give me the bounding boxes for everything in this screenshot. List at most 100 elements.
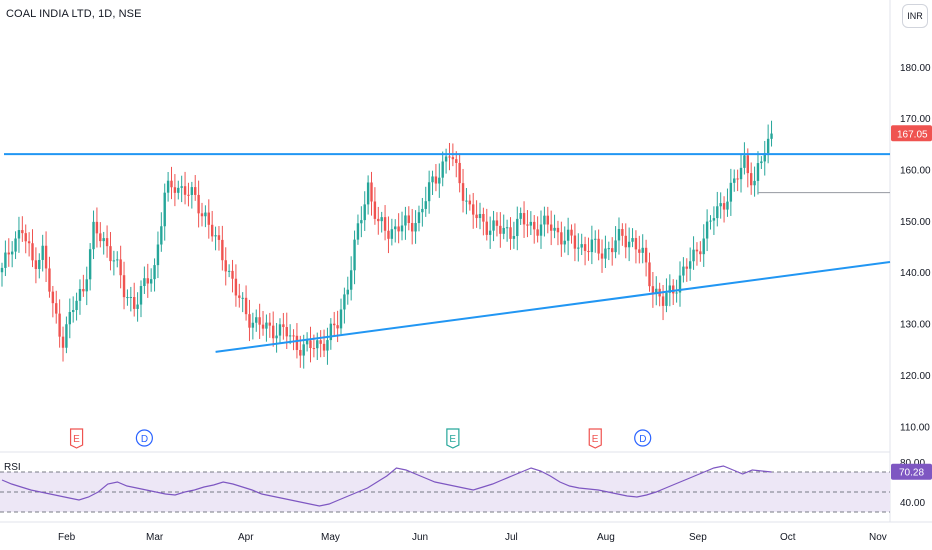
candle-body[interactable] xyxy=(149,279,153,284)
candle-body[interactable] xyxy=(655,288,658,295)
candle-body[interactable] xyxy=(685,266,688,269)
candle-body[interactable] xyxy=(580,244,583,248)
candle-body[interactable] xyxy=(570,229,573,236)
candle-body[interactable] xyxy=(122,275,126,298)
candle-body[interactable] xyxy=(299,349,302,356)
candle-body[interactable] xyxy=(482,213,485,222)
candle-body[interactable] xyxy=(295,335,299,350)
candle-body[interactable] xyxy=(272,325,275,339)
candle-body[interactable] xyxy=(753,180,756,186)
candle-body[interactable] xyxy=(692,249,695,262)
candle-body[interactable] xyxy=(600,253,604,259)
candle-body[interactable] xyxy=(363,204,366,221)
candle-body[interactable] xyxy=(160,226,163,245)
candle-body[interactable] xyxy=(95,221,99,234)
candle-body[interactable] xyxy=(244,297,248,315)
candle-body[interactable] xyxy=(109,246,112,262)
candle-body[interactable] xyxy=(468,200,472,205)
candle-body[interactable] xyxy=(333,323,336,326)
candle-body[interactable] xyxy=(607,248,611,250)
candle-body[interactable] xyxy=(119,259,122,276)
candle-body[interactable] xyxy=(519,213,522,219)
candle-body[interactable] xyxy=(129,297,133,299)
candle-body[interactable] xyxy=(146,278,149,284)
candle-body[interactable] xyxy=(549,224,553,231)
candle-body[interactable] xyxy=(739,167,743,180)
candle-body[interactable] xyxy=(85,279,88,292)
candle-body[interactable] xyxy=(10,251,14,255)
candle-body[interactable] xyxy=(190,187,194,195)
candle-body[interactable] xyxy=(248,314,251,328)
candle-body[interactable] xyxy=(509,227,512,239)
candle-body[interactable] xyxy=(404,215,407,226)
candle-body[interactable] xyxy=(641,247,644,253)
candle-body[interactable] xyxy=(102,238,105,242)
candle-body[interactable] xyxy=(322,343,326,351)
candle-body[interactable] xyxy=(377,218,380,222)
candle-body[interactable] xyxy=(302,344,305,356)
candle-body[interactable] xyxy=(533,221,536,230)
candle-body[interactable] xyxy=(678,275,682,293)
candle-body[interactable] xyxy=(231,270,234,279)
candle-body[interactable] xyxy=(68,312,71,325)
candle-body[interactable] xyxy=(268,322,272,326)
candle-body[interactable] xyxy=(292,335,295,337)
candle-body[interactable] xyxy=(336,325,339,329)
candle-body[interactable] xyxy=(166,180,170,193)
candle-body[interactable] xyxy=(78,288,82,301)
candle-body[interactable] xyxy=(417,212,421,224)
candle-body[interactable] xyxy=(682,266,685,276)
candle-body[interactable] xyxy=(577,247,580,249)
candle-body[interactable] xyxy=(760,161,763,164)
candle-body[interactable] xyxy=(424,201,427,209)
candle-body[interactable] xyxy=(88,249,92,280)
candle-body[interactable] xyxy=(288,335,292,337)
candle-body[interactable] xyxy=(373,201,377,219)
candle-body[interactable] xyxy=(353,239,356,271)
candle-body[interactable] xyxy=(65,324,68,348)
candle-body[interactable] xyxy=(380,217,383,222)
candle-body[interactable] xyxy=(563,240,566,245)
candle-body[interactable] xyxy=(516,218,519,237)
candle-body[interactable] xyxy=(472,204,475,215)
candle-body[interactable] xyxy=(743,155,746,168)
candle-body[interactable] xyxy=(709,220,712,222)
candle-body[interactable] xyxy=(400,225,404,232)
candle-body[interactable] xyxy=(675,292,678,294)
candle-body[interactable] xyxy=(434,176,438,184)
candle-body[interactable] xyxy=(499,225,502,234)
candle-body[interactable] xyxy=(194,187,197,195)
candle-body[interactable] xyxy=(668,285,672,293)
candle-body[interactable] xyxy=(502,227,505,234)
candle-body[interactable] xyxy=(746,155,749,174)
candle-body[interactable] xyxy=(587,250,590,253)
candle-body[interactable] xyxy=(465,200,468,202)
candle-body[interactable] xyxy=(112,260,116,262)
currency-badge[interactable]: INR xyxy=(902,4,928,28)
candle-body[interactable] xyxy=(210,224,214,237)
candle-body[interactable] xyxy=(441,161,444,178)
candle-body[interactable] xyxy=(44,245,48,269)
candle-body[interactable] xyxy=(221,239,224,261)
candle-body[interactable] xyxy=(224,260,227,272)
candle-body[interactable] xyxy=(617,229,621,241)
candle-body[interactable] xyxy=(214,235,217,237)
candle-body[interactable] xyxy=(733,178,736,183)
candle-body[interactable] xyxy=(34,260,38,269)
candle-body[interactable] xyxy=(475,214,478,219)
candle-body[interactable] xyxy=(197,194,200,214)
candle-body[interactable] xyxy=(319,340,322,344)
candle-body[interactable] xyxy=(51,291,55,304)
candle-body[interactable] xyxy=(621,229,624,236)
candle-body[interactable] xyxy=(770,133,773,139)
candle-body[interactable] xyxy=(624,235,627,248)
candle-body[interactable] xyxy=(282,324,285,328)
candle-body[interactable] xyxy=(14,238,17,252)
candle-body[interactable] xyxy=(153,265,156,280)
candle-body[interactable] xyxy=(488,230,492,235)
candle-body[interactable] xyxy=(200,213,204,217)
candle-body[interactable] xyxy=(58,313,61,337)
candle-body[interactable] xyxy=(99,233,102,242)
candle-body[interactable] xyxy=(7,252,10,255)
candle-body[interactable] xyxy=(553,227,556,231)
